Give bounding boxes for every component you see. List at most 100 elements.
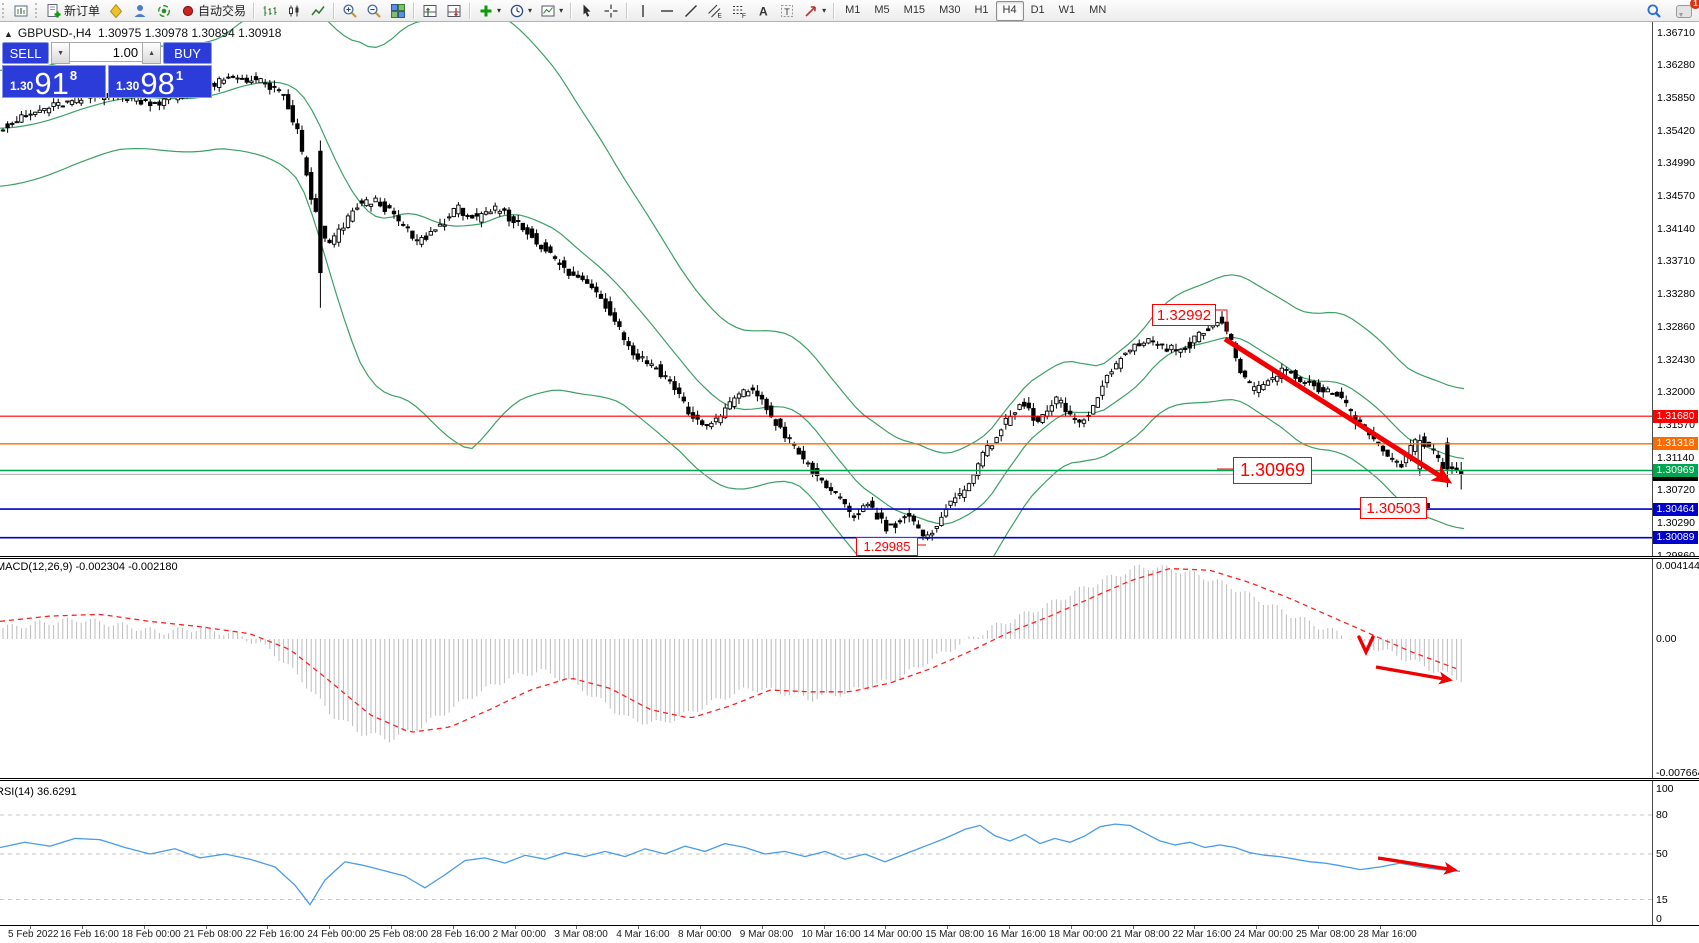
bollinger-upper-band bbox=[0, 22, 1465, 454]
crosshair-icon bbox=[603, 3, 619, 19]
macd-histogram bbox=[2, 564, 1462, 743]
timeframe-d1-button[interactable]: D1 bbox=[1030, 3, 1045, 16]
text-button[interactable]: A bbox=[751, 1, 775, 21]
timeframe-m5-button[interactable]: M5 bbox=[874, 3, 890, 16]
sell-price-prefix: 1.30 bbox=[10, 79, 34, 93]
symbol-period-label: GBPUSD-,H4 bbox=[17, 26, 92, 40]
template-button[interactable]: ▾ bbox=[536, 1, 567, 21]
toolbar-button-label: 自动交易 bbox=[198, 4, 247, 18]
time-axis[interactable] bbox=[0, 926, 1699, 943]
profile-button[interactable] bbox=[128, 1, 152, 21]
toolbar-separator bbox=[570, 2, 573, 19]
channel-button[interactable]: E bbox=[703, 1, 727, 21]
trend-arrow[interactable] bbox=[1223, 336, 1453, 484]
svg-text:F: F bbox=[742, 12, 746, 18]
macd-v-arrow[interactable] bbox=[1357, 635, 1375, 657]
trendline-button[interactable] bbox=[679, 1, 703, 21]
chart-ohlc-title: ▲ GBPUSD-,H4 1.30975 1.30978 1.30894 1.30… bbox=[4, 26, 281, 40]
highlighter-button[interactable] bbox=[104, 1, 128, 21]
zoom-out-button[interactable] bbox=[362, 1, 386, 21]
new-chart-button[interactable] bbox=[9, 1, 33, 21]
toolbar-grip bbox=[2, 3, 6, 18]
notifications-button[interactable]: 1 bbox=[1672, 0, 1699, 21]
timeframe-h1-button[interactable]: H1 bbox=[974, 3, 989, 16]
price-scale[interactable] bbox=[1652, 22, 1699, 926]
toolbar-button-label: 新订单 bbox=[64, 4, 101, 18]
timeframe-h4-button[interactable]: H4 bbox=[995, 0, 1024, 21]
one-click-trading-panel: SELL ▼ ▲ BUY 1.30 91 8 1.30 98 1 bbox=[2, 42, 212, 99]
toolbar-separator bbox=[469, 2, 472, 19]
add-indicator-button[interactable]: ▾ bbox=[474, 1, 505, 21]
indicator-window-button[interactable] bbox=[442, 1, 466, 21]
template-icon bbox=[540, 3, 556, 19]
buy-button[interactable]: BUY bbox=[163, 42, 212, 64]
docplus-icon bbox=[46, 3, 62, 19]
timeframe-m1-button[interactable]: M1 bbox=[845, 3, 861, 16]
collapse-panel-arrow-icon[interactable]: ▲ bbox=[4, 29, 13, 39]
crosshair-button[interactable] bbox=[599, 1, 623, 21]
toolbar-right-group: 1 bbox=[1642, 0, 1699, 21]
timeframe-m15-button[interactable]: M15 bbox=[903, 3, 926, 16]
timeframe-mn-button[interactable]: MN bbox=[1089, 3, 1107, 16]
signal-icon bbox=[156, 3, 172, 19]
svg-text:A: A bbox=[759, 4, 768, 18]
panelup-icon bbox=[422, 3, 438, 19]
chevron-down-icon: ▾ bbox=[822, 6, 827, 15]
zoomin-icon bbox=[342, 3, 358, 19]
timeframe-w1-button[interactable]: W1 bbox=[1058, 3, 1076, 16]
panel-separator[interactable] bbox=[0, 556, 1699, 559]
sell-price-display[interactable]: 1.30 91 8 bbox=[2, 65, 106, 99]
line-chart-button[interactable] bbox=[306, 1, 330, 21]
rsi-trend-arrow[interactable] bbox=[1377, 856, 1458, 875]
panel-separator bbox=[0, 925, 1699, 926]
search-button[interactable] bbox=[1642, 1, 1666, 21]
vertical-line-button[interactable] bbox=[631, 1, 655, 21]
cursor-button[interactable] bbox=[575, 1, 599, 21]
clock-icon bbox=[509, 3, 525, 19]
volume-input[interactable] bbox=[70, 42, 143, 62]
text-label-button[interactable]: T bbox=[775, 1, 799, 21]
chat-bubble-icon bbox=[1676, 4, 1692, 18]
candlestick-chart-button[interactable] bbox=[282, 1, 306, 21]
toolbar-separator bbox=[413, 2, 416, 19]
plusgreen-icon bbox=[478, 3, 494, 19]
toolbar-separator bbox=[333, 2, 336, 19]
panel-separator[interactable] bbox=[0, 778, 1699, 781]
tile-windows-button[interactable] bbox=[386, 1, 410, 21]
rsi-indicator-panel[interactable] bbox=[0, 781, 1652, 925]
macd-indicator-panel[interactable] bbox=[0, 559, 1652, 778]
zoom-in-button[interactable] bbox=[338, 1, 362, 21]
panelstar-icon bbox=[446, 3, 462, 19]
volume-decrease-button[interactable]: ▼ bbox=[51, 42, 71, 64]
candles-icon bbox=[286, 3, 302, 19]
price-chart-area[interactable] bbox=[0, 22, 1652, 556]
chartwin-icon bbox=[13, 3, 29, 19]
buy-price-display[interactable]: 1.30 98 1 bbox=[108, 65, 212, 99]
arrowshape-icon bbox=[803, 3, 819, 19]
period-dropdown-button[interactable]: ▾ bbox=[505, 1, 536, 21]
annotation-connector bbox=[1214, 309, 1228, 334]
bar-chart-button[interactable] bbox=[258, 1, 282, 21]
zoomout-icon bbox=[366, 3, 382, 19]
indicator-list-button[interactable] bbox=[418, 1, 442, 21]
candlestick-series bbox=[0, 72, 1464, 541]
new-order-button[interactable]: 新订单 bbox=[42, 1, 104, 21]
fibonacci-button[interactable]: F bbox=[727, 1, 751, 21]
horizontal-line-button[interactable] bbox=[655, 1, 679, 21]
timeframe-m30-button[interactable]: M30 bbox=[939, 3, 961, 16]
macd-trend-arrow[interactable] bbox=[1375, 665, 1453, 685]
autotrading-button[interactable]: 自动交易 bbox=[176, 1, 250, 21]
textT-icon: T bbox=[779, 3, 795, 19]
signals-button[interactable] bbox=[152, 1, 176, 21]
macd-label: MACD(12,26,9) -0.002304 -0.002180 bbox=[0, 561, 178, 573]
macd-signal-line bbox=[0, 568, 1457, 733]
volume-increase-button[interactable]: ▲ bbox=[142, 42, 162, 64]
arrows-button[interactable]: ▾ bbox=[799, 1, 830, 21]
sell-button[interactable]: SELL bbox=[2, 42, 50, 64]
cursor-icon bbox=[579, 3, 595, 19]
toolbar-separator bbox=[626, 2, 629, 19]
channel-icon: E bbox=[707, 3, 723, 19]
toolbar-grip bbox=[35, 3, 39, 18]
fibo-icon: F bbox=[731, 3, 747, 19]
